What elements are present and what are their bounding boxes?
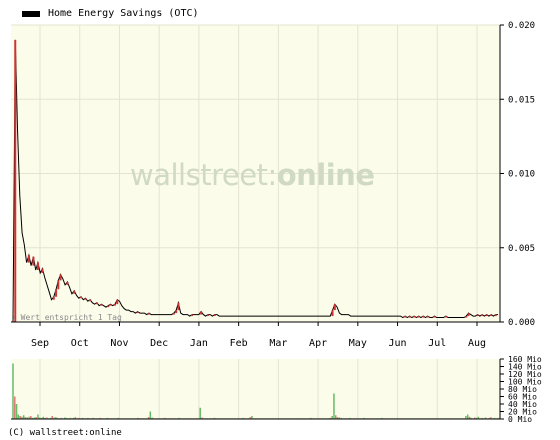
legend-swatch [22,10,40,17]
legend-label: Home Energy Savings (OTC) [48,8,199,19]
copyright-text: (C) wallstreet:online [8,428,122,438]
month-tick-label: Jun [389,338,407,349]
month-tick-label: Dec [150,338,168,349]
price-tick-label: 0.000 [508,318,535,328]
volume-tick-label: 140 Mio [508,363,542,372]
month-tick-label: Oct [71,338,89,349]
volume-plot-area [11,359,500,419]
chart-note: 1 Wert entspricht 1 Tag [11,313,122,322]
volume-tick-label: 60 Mio [508,393,537,402]
month-tick-label: Mar [269,338,287,349]
price-tick-label: 0.015 [508,95,535,105]
price-tick-label: 0.005 [508,244,535,254]
watermark-separator: : [267,158,277,192]
month-tick-label: Nov [110,338,128,349]
month-tick-label: Aug [468,338,486,349]
watermark-part2: online [276,158,375,192]
volume-tick-label: 120 Mio [508,370,542,379]
month-tick-label: May [349,338,367,349]
month-tick-label: Sep [31,338,49,349]
volume-tick-label: 40 Mio [508,400,537,409]
volume-tick-label: 100 Mio [508,378,542,387]
volume-tick-label: 80 Mio [508,385,537,394]
volume-tick-label: 160 Mio [508,355,542,364]
price-tick-label: 0.010 [508,170,535,180]
volume-tick-label: 20 Mio [508,408,537,417]
month-tick-label: Jul [428,338,446,349]
month-tick-label: Apr [309,338,327,349]
month-tick-label: Feb [230,338,248,349]
chart-legend: Home Energy Savings (OTC) [22,8,199,19]
watermark-logo: wallstreet:online [130,158,375,192]
watermark-part1: wallstreet [130,158,268,192]
price-series-line [12,39,498,323]
price-tick-label: 0.020 [508,21,535,31]
month-tick-label: Jan [190,338,208,349]
volume-tick-label: 0 Mio [508,415,532,424]
